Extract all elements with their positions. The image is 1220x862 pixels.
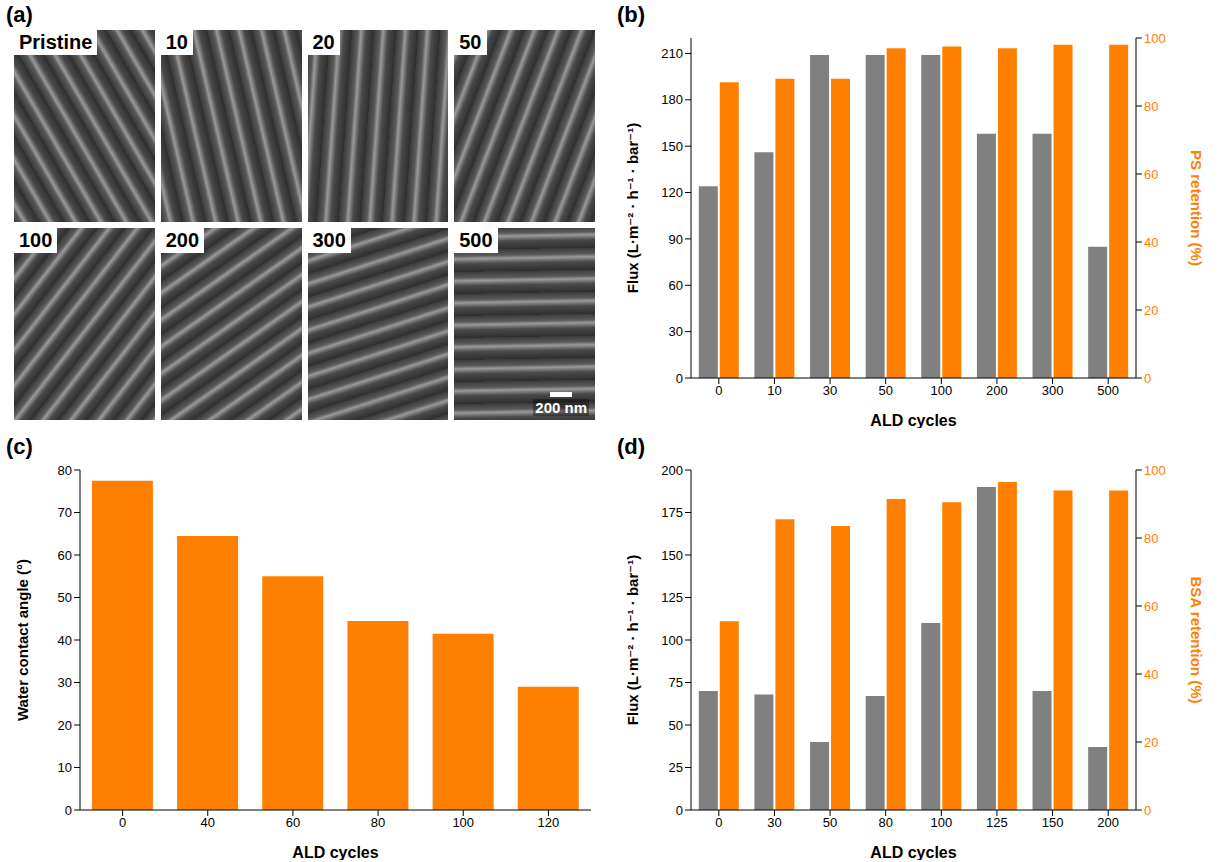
svg-text:150: 150 [661,139,683,154]
svg-text:ALD cycles: ALD cycles [870,844,956,860]
svg-text:70: 70 [58,505,72,520]
svg-text:0: 0 [676,371,683,386]
svg-text:80: 80 [58,463,72,478]
svg-text:50: 50 [669,718,683,733]
svg-text:80: 80 [878,815,892,830]
svg-text:20: 20 [1144,303,1158,318]
svg-text:100: 100 [1144,463,1166,478]
svg-text:0: 0 [715,383,722,398]
html-text:10: 10 [165,31,188,53]
svg-text:150: 150 [1042,815,1064,830]
svg-text:120: 120 [538,815,560,830]
html-text:(c): (c) [6,434,33,459]
svg-text:20: 20 [58,718,72,733]
svg-text:10: 10 [767,383,781,398]
svg-text:30: 30 [823,383,837,398]
svg-text:90: 90 [669,232,683,247]
html-text:100: 100 [19,229,53,251]
svg-text:200: 200 [1097,815,1119,830]
svg-text:30: 30 [669,324,683,339]
svg-text:40: 40 [201,815,215,830]
html-text:Pristine: Pristine [19,31,93,53]
svg-text:200: 200 [661,463,683,478]
svg-text:0: 0 [119,815,126,830]
svg-text:80: 80 [1144,99,1158,114]
svg-text:0: 0 [715,815,722,830]
html-text:200: 200 [165,229,200,251]
svg-text:10: 10 [58,760,72,775]
svg-text:300: 300 [1042,383,1064,398]
svg-text:125: 125 [661,590,683,605]
svg-text:100: 100 [930,815,952,830]
svg-text:500: 500 [1097,383,1119,398]
html-text:200 nm: 200 nm [535,399,587,416]
svg-text:80: 80 [371,815,385,830]
svg-text:30: 30 [58,675,72,690]
svg-text:50: 50 [878,383,892,398]
svg-text:50: 50 [823,815,837,830]
svg-text:25: 25 [669,760,683,775]
svg-text:ALD cycles: ALD cycles [870,412,956,428]
html-text:Flux (L·m⁻² · h⁻¹ · bar⁻¹): Flux (L·m⁻² · h⁻¹ · bar⁻¹) [624,122,641,294]
html-text:Water contact angle (°): Water contact angle (°) [13,558,31,722]
svg-text:0: 0 [1144,371,1151,386]
svg-text:75: 75 [669,675,683,690]
svg-text:180: 180 [661,92,683,107]
html-text:500: 500 [459,229,493,251]
svg-text:30: 30 [767,815,781,830]
svg-text:150: 150 [661,548,683,563]
svg-text:20: 20 [1144,735,1158,750]
svg-text:210: 210 [661,46,683,61]
svg-text:ALD cycles: ALD cycles [292,844,378,860]
html-text:50: 50 [459,31,482,53]
svg-text:60: 60 [669,278,683,293]
html-text:20: 20 [312,31,335,53]
svg-text:125: 125 [986,815,1008,830]
svg-text:120: 120 [661,185,683,200]
svg-text:50: 50 [58,590,72,605]
svg-text:100: 100 [661,633,683,648]
svg-text:100: 100 [1144,31,1166,46]
svg-text:100: 100 [452,815,474,830]
svg-text:80: 80 [1144,531,1158,546]
svg-text:100: 100 [930,383,952,398]
svg-text:0: 0 [65,803,72,818]
svg-text:60: 60 [286,815,300,830]
svg-text:0: 0 [676,803,683,818]
html-text:Flux (L·m⁻² · h⁻¹ · bar⁻¹): Flux (L·m⁻² · h⁻¹ · bar⁻¹) [624,554,641,726]
html-text:PS retention (%): PS retention (%) [1187,150,1205,266]
html-text:300: 300 [312,229,346,251]
svg-text:60: 60 [1144,167,1158,182]
html-text:BSA retention (%): BSA retention (%) [1187,576,1205,704]
svg-text:40: 40 [1144,667,1158,682]
svg-text:200: 200 [986,383,1008,398]
svg-text:60: 60 [58,548,72,563]
svg-text:40: 40 [58,633,72,648]
html-text:(a): (a) [6,2,33,27]
svg-text:0: 0 [1144,803,1151,818]
html-text:(d): (d) [617,434,646,459]
svg-text:40: 40 [1144,235,1158,250]
svg-text:60: 60 [1144,599,1158,614]
svg-text:175: 175 [661,505,683,520]
html-text:(b): (b) [617,2,646,27]
